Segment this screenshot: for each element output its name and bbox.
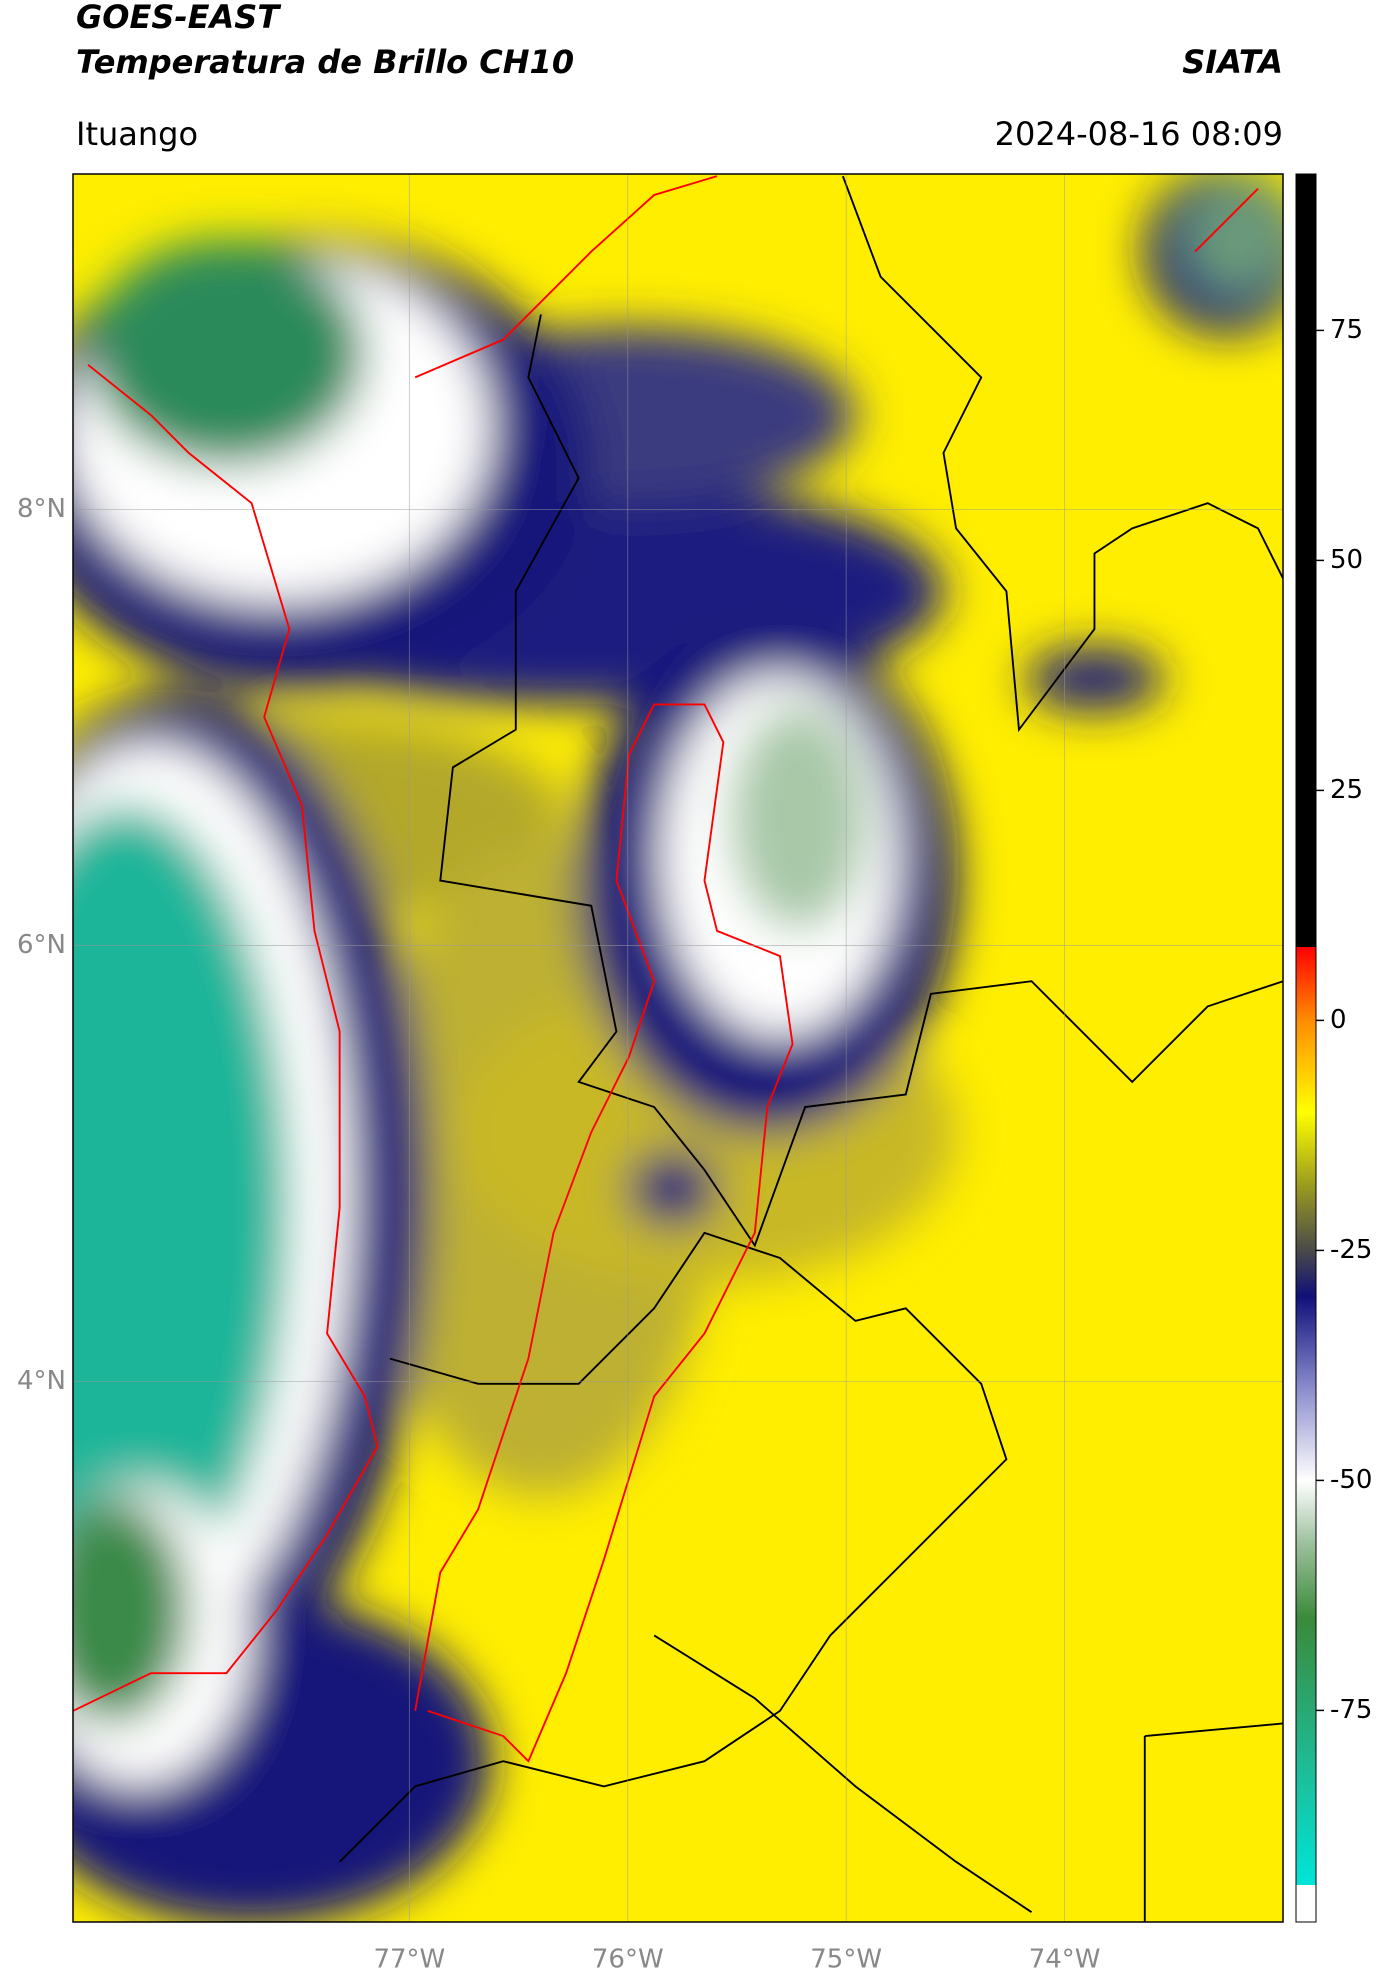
colorbar-tick-label: 75: [1330, 315, 1363, 345]
x-tick-label: 75°W: [810, 1945, 882, 1975]
x-tick-label: 74°W: [1029, 1945, 1101, 1975]
colorbar-tick-label: -25: [1330, 1235, 1372, 1265]
satellite-image: [73, 174, 1283, 1922]
colorbar-tick-label: 25: [1330, 775, 1363, 805]
colorbar: [1295, 173, 1317, 1923]
colorbar-tick-label: -75: [1330, 1695, 1372, 1725]
subtitle: Temperatura de Brillo CH10: [76, 43, 574, 81]
map-frame: [72, 173, 1284, 1923]
y-tick-label: 4°N: [17, 1366, 66, 1396]
x-tick-label: 77°W: [373, 1945, 445, 1975]
colorbar-tick-label: -50: [1330, 1465, 1372, 1495]
y-tick-label: 8°N: [17, 494, 66, 524]
location: Ituango: [76, 115, 198, 153]
x-tick-label: 76°W: [592, 1945, 664, 1975]
grid: [73, 174, 1283, 1922]
datetime: 2024-08-16 08:09: [995, 115, 1283, 153]
source: SIATA: [1182, 43, 1283, 81]
colorbar-tick-label: 0: [1330, 1005, 1347, 1035]
y-tick-label: 6°N: [17, 930, 66, 960]
title: GOES-EAST: [76, 0, 281, 36]
colorbar-tick-label: 50: [1330, 545, 1363, 575]
